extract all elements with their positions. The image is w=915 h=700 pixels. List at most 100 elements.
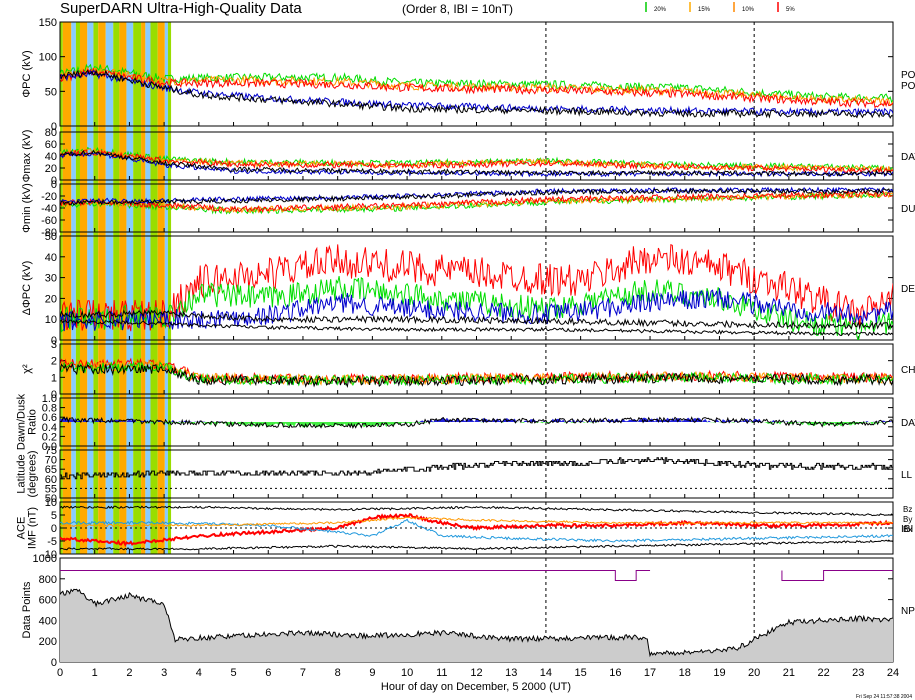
series-group [60, 243, 893, 340]
y-tick-label: 55 [45, 483, 57, 495]
y-tick-label: 200 [39, 636, 57, 648]
series-group [60, 457, 893, 480]
x-tick-label: 21 [783, 667, 795, 679]
series-line [60, 190, 893, 214]
legend-label: 20% [654, 7, 667, 13]
x-tick-label: 13 [505, 667, 517, 679]
timestamp: Fri Sep 24 11:57:38 2004 [856, 694, 912, 700]
x-tick-label: 15 [575, 667, 587, 679]
y-tick-label: 100 [39, 52, 57, 64]
x-tick-label: 23 [852, 667, 864, 679]
y-tick-label: 60 [45, 139, 57, 151]
quality-band [105, 22, 114, 554]
x-tick-label: 11 [436, 667, 447, 679]
y-tick-label: 1 [51, 372, 57, 384]
series-line [60, 513, 893, 547]
series-line [60, 191, 893, 215]
x-tick-label: 14 [540, 667, 552, 679]
y-axis-label: Φmax (kV) [21, 130, 33, 183]
quality-band [87, 22, 94, 554]
panel-npts: 0 200 400 600 800 1000 Data Points NP [21, 553, 915, 669]
x-tick-label: 16 [609, 667, 621, 679]
y-axis-label: Latitude [16, 454, 28, 493]
series-line [60, 243, 893, 332]
y-tick-label: 60 [45, 474, 57, 486]
y-tick-label: 30 [45, 273, 57, 285]
y-tick-label: 75 [45, 445, 57, 457]
panel-right-label: PO [901, 70, 915, 81]
y-tick-label: 50 [45, 493, 57, 505]
x-tick-label: 12 [470, 667, 482, 679]
x-tick-label: 0 [57, 667, 63, 679]
y-axis-label: ACE [16, 517, 28, 540]
y-tick-label: 80 [45, 127, 57, 139]
y-tick-label: 0 [51, 175, 57, 187]
y-tick-label: -10 [41, 549, 57, 561]
y-tick-label: 70 [45, 455, 57, 467]
panel-right-label: CH [901, 365, 915, 376]
series-line [60, 70, 893, 118]
series-group [60, 146, 893, 178]
y-tick-label: 0.0 [42, 441, 57, 453]
y-tick-label: 150 [39, 17, 57, 29]
y-tick-label: 0 [51, 179, 57, 191]
series-group [60, 63, 893, 119]
quality-band [93, 22, 99, 554]
quality-band [79, 22, 88, 554]
x-tick-label: 24 [887, 667, 899, 679]
y-tick-label: 0.4 [42, 422, 57, 434]
y-tick-label: -80 [41, 227, 57, 239]
y-tick-label: 1000 [33, 553, 57, 565]
panel-dphipc: 0 10 20 30 40 50 ΔΦPC (kV) DE [21, 231, 915, 347]
quality-band [157, 22, 165, 554]
quality-band [141, 22, 146, 554]
y-axis-label: IMF (nT) [27, 507, 39, 549]
y-axis-label: Ratio [27, 409, 39, 435]
quality-band [164, 22, 168, 554]
legend-label: 15% [698, 7, 711, 13]
imf-component-label: Bx [903, 525, 912, 534]
x-tick-label: 9 [369, 667, 375, 679]
x-tick-label: 22 [817, 667, 829, 679]
imf-component-label: By [903, 515, 912, 524]
data-quality-bands [60, 22, 172, 554]
y-axis-label: ΦPC (kV) [21, 50, 33, 97]
x-tick-label: 18 [679, 667, 691, 679]
y-tick-label: 1.0 [42, 393, 57, 405]
series-line [60, 288, 893, 332]
y-tick-label: 0.2 [42, 431, 57, 443]
quality-band [145, 22, 151, 554]
y-axis-label: Data Points [21, 581, 33, 638]
y-tick-label: 40 [45, 151, 57, 163]
series-line [60, 309, 893, 331]
series-line [60, 187, 893, 206]
y-tick-label: 0 [51, 657, 57, 669]
quality-band [60, 22, 63, 554]
x-tick-label: 1 [92, 667, 98, 679]
y-tick-label: 50 [45, 86, 57, 98]
y-tick-label: 65 [45, 464, 57, 476]
y-axis-label: Dawn/Dusk [16, 393, 28, 450]
quality-band [119, 22, 127, 554]
y-tick-label: -5 [47, 536, 57, 548]
series-line [60, 68, 893, 109]
y-tick-label: 3 [51, 339, 57, 351]
chart-subtitle: (Order 8, IBI = 10nT) [402, 2, 513, 16]
panel-right-label: DAY [901, 418, 915, 429]
quality-band [167, 22, 172, 554]
panel-right-label: PO [901, 81, 915, 92]
series-group [60, 569, 893, 662]
legend-label: 10% [742, 7, 755, 13]
series-line [60, 518, 893, 543]
series-line [60, 69, 893, 119]
series-line [60, 505, 893, 517]
y-tick-label: 0 [51, 121, 57, 133]
panel-right-label: DE [901, 284, 915, 295]
data-points-fill [60, 589, 893, 662]
panel-right-label: IBI [901, 524, 913, 535]
quality-band [75, 22, 80, 554]
